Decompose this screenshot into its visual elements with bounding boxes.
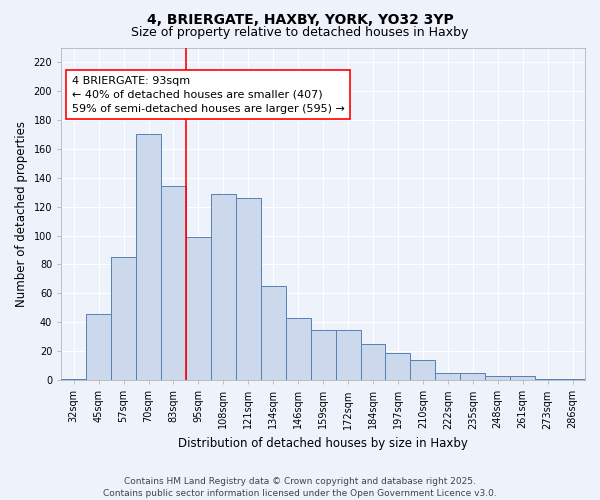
Bar [286,318,311,380]
Bar [361,344,385,380]
Bar [61,378,86,380]
Text: 4, BRIERGATE, HAXBY, YORK, YO32 3YP: 4, BRIERGATE, HAXBY, YORK, YO32 3YP [146,12,454,26]
Text: Contains HM Land Registry data © Crown copyright and database right 2025.
Contai: Contains HM Land Registry data © Crown c… [103,476,497,498]
Bar [311,330,335,380]
Bar [560,378,585,380]
Bar [86,314,111,380]
Y-axis label: Number of detached properties: Number of detached properties [15,121,28,307]
Bar [385,352,410,380]
Bar [460,373,485,380]
Text: Size of property relative to detached houses in Haxby: Size of property relative to detached ho… [131,26,469,39]
Bar [111,257,136,380]
Bar [236,198,261,380]
Bar [136,134,161,380]
X-axis label: Distribution of detached houses by size in Haxby: Distribution of detached houses by size … [178,437,468,450]
Bar [510,376,535,380]
Bar [485,376,510,380]
Bar [410,360,436,380]
Bar [261,286,286,380]
Bar [335,330,361,380]
Bar [186,237,211,380]
Bar [161,186,186,380]
Bar [211,194,236,380]
Bar [436,373,460,380]
Bar [535,378,560,380]
Text: 4 BRIERGATE: 93sqm
← 40% of detached houses are smaller (407)
59% of semi-detach: 4 BRIERGATE: 93sqm ← 40% of detached hou… [71,76,344,114]
